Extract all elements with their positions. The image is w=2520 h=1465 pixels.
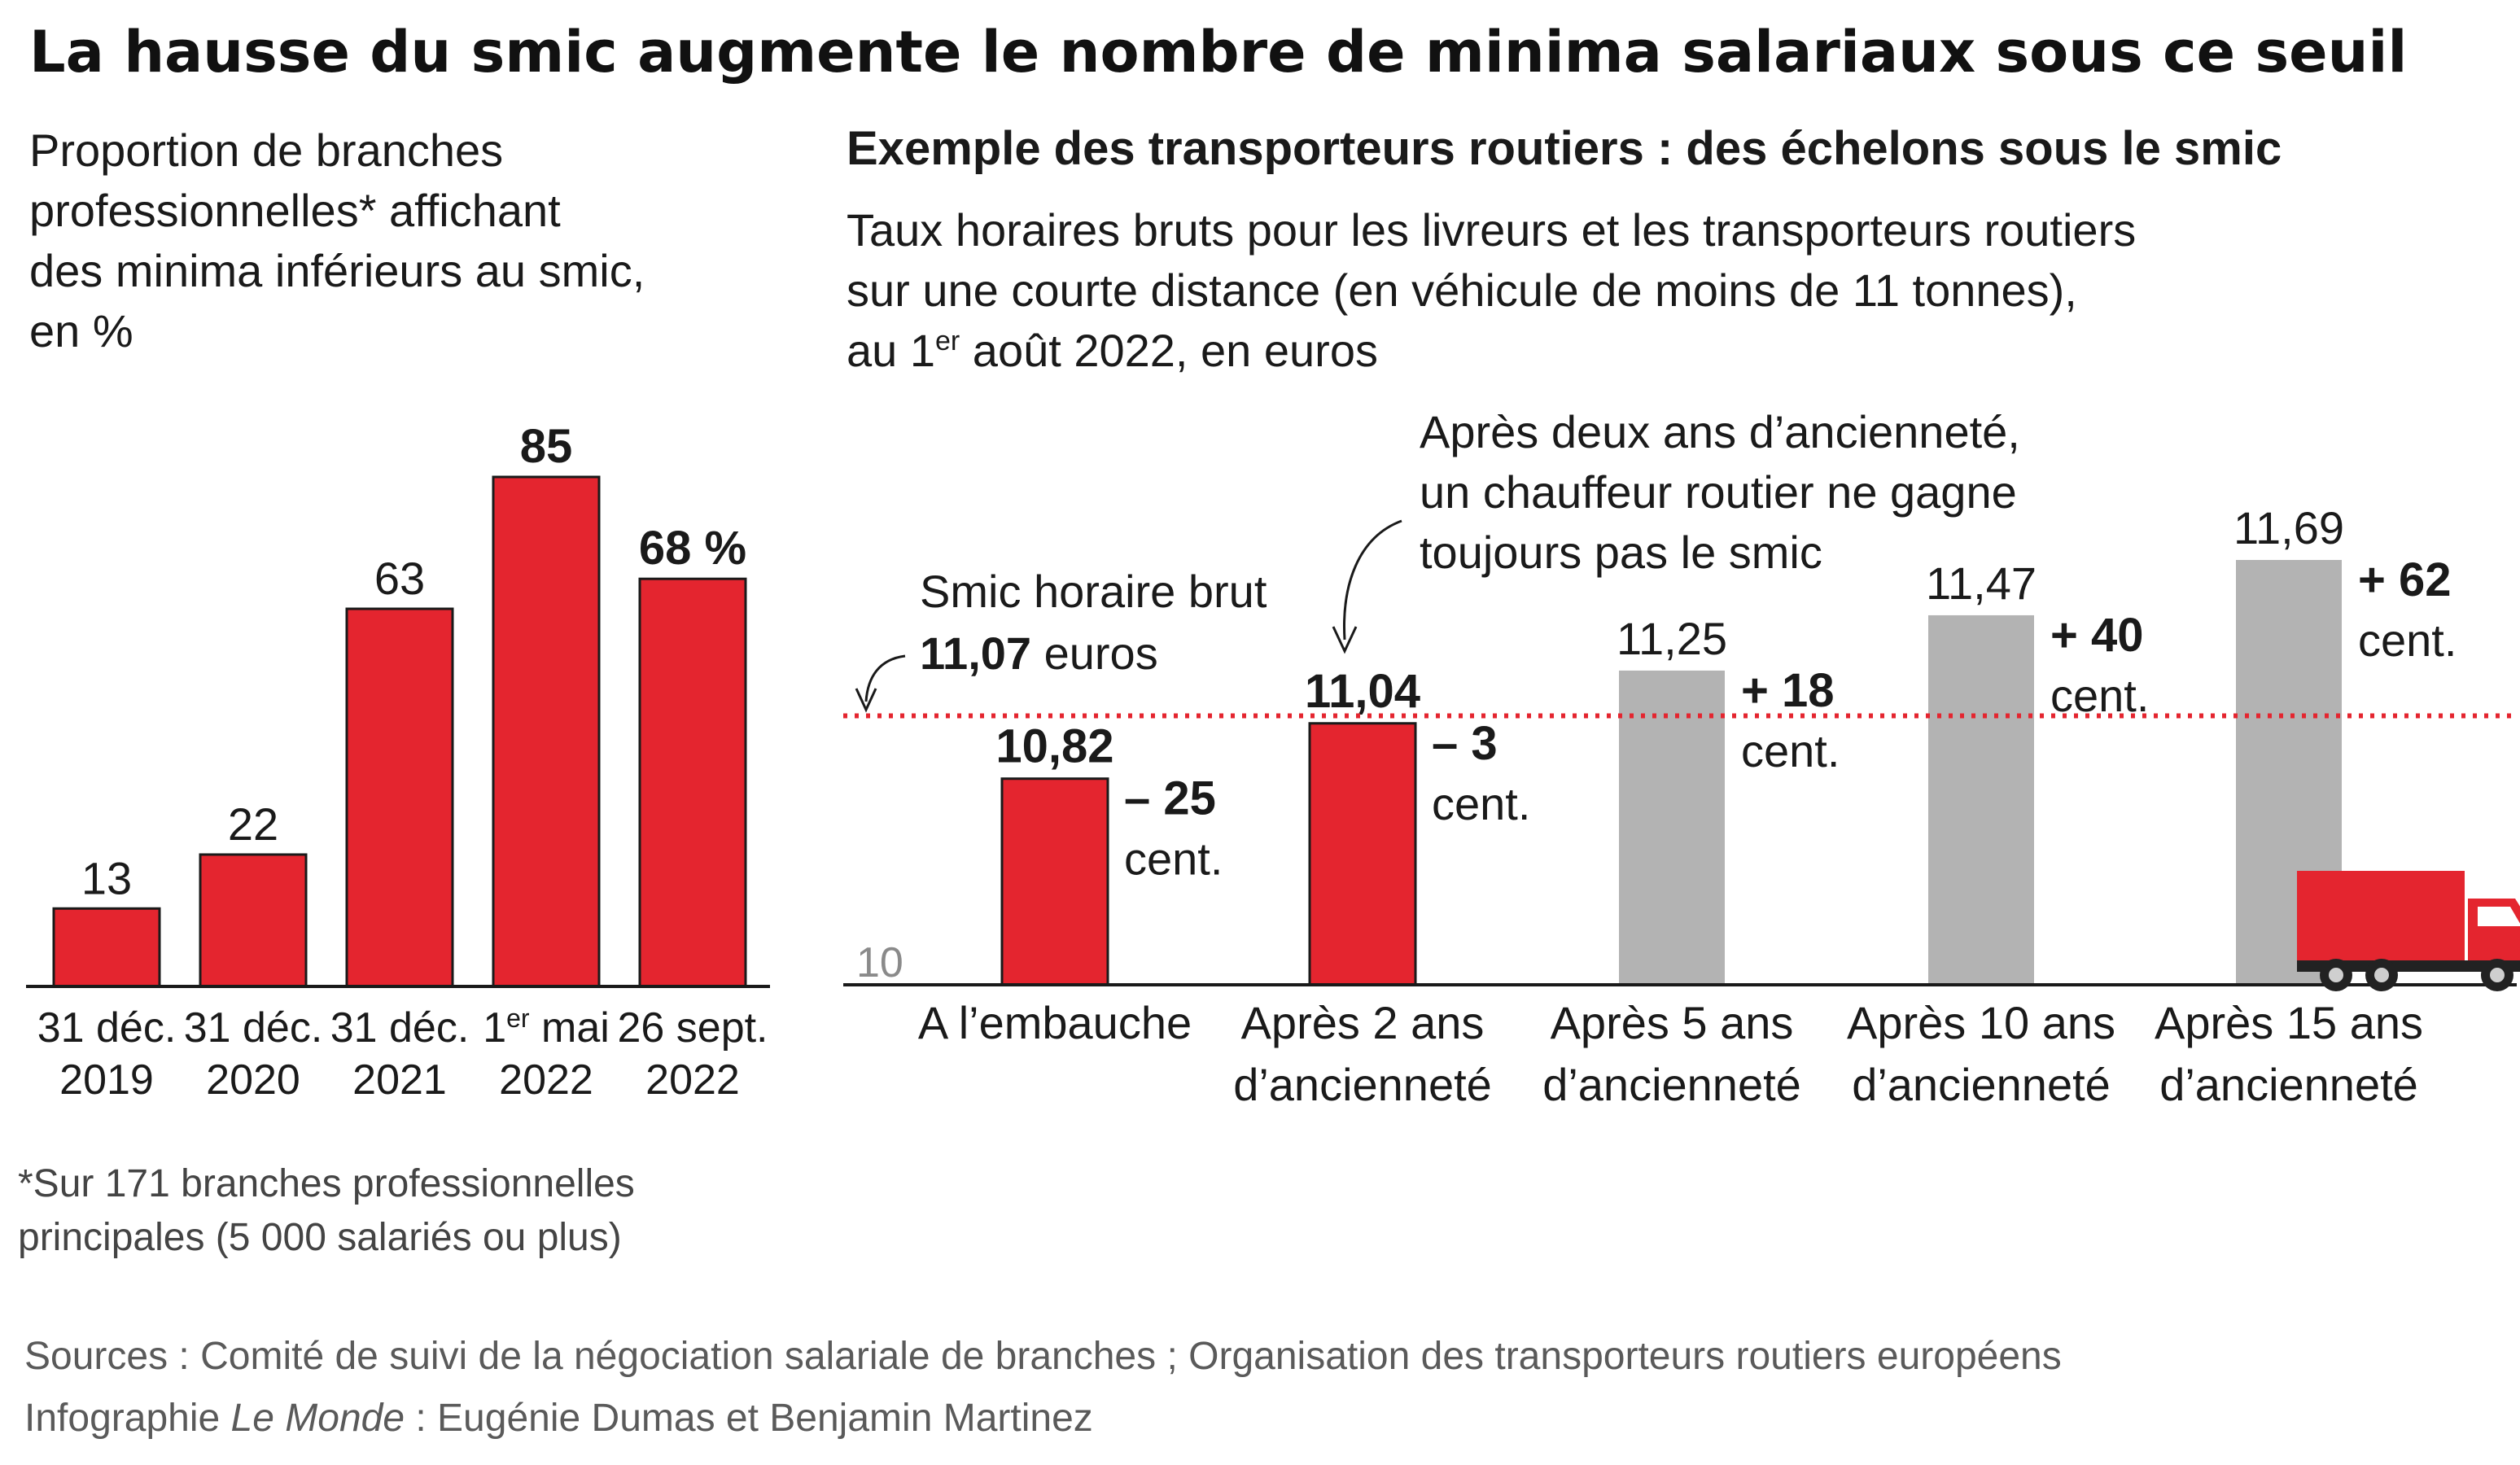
transport-chart: Exemple des transporteurs routiers : des…: [843, 122, 2520, 1110]
left-bars: 13 22 63 85 68 %: [52, 420, 747, 988]
y-axis-base-label: 10: [856, 939, 903, 986]
sources: Sources : Comité de suivi de la négociat…: [24, 1335, 2062, 1378]
annotation-line: Après deux ans d’ancienneté,: [1420, 406, 2020, 457]
diff-label: + 18: [1741, 664, 1835, 717]
right-value-label: 11,25: [1617, 613, 1727, 664]
right-x-label: Après 15 ans: [2155, 997, 2423, 1048]
main-title: La hausse du smic augmente le nombre de …: [29, 19, 2407, 85]
right-x-label: A l’embauche: [918, 997, 1192, 1048]
annotation-arrow: [1343, 519, 1402, 641]
right-x-label: d’ancienneté: [1233, 1059, 1492, 1110]
right-x-label: Après 5 ans: [1551, 997, 1794, 1048]
left-x-label: 31 déc.: [37, 1004, 177, 1052]
annotation-line: toujours pas le smic: [1420, 527, 1822, 578]
left-bar: [52, 907, 161, 988]
left-subtitle-line: Proportion de branches: [29, 125, 503, 176]
left-x-label: 31 déc.: [330, 1004, 470, 1052]
right-value-label: 10,82: [995, 720, 1113, 773]
diff-unit-label: cent.: [1741, 725, 1840, 776]
left-value-label: 68 %: [639, 522, 746, 575]
right-x-labels: A l’embauche Après 2 ans d’ancienneté Après…: [918, 997, 2423, 1110]
footnote-line: *Sur 171 branches professionnelles: [18, 1162, 635, 1205]
right-value-label: 11,69: [2233, 502, 2344, 553]
smic-arrow: [864, 654, 906, 702]
left-x-label: 2020: [206, 1056, 300, 1104]
diff-label: – 25: [1124, 772, 1216, 825]
left-x-label: 31 déc.: [184, 1004, 323, 1052]
diff-label: + 40: [2050, 609, 2144, 662]
left-subtitle-line: professionnelles* affichant: [29, 185, 561, 236]
left-x-label: 1er mai: [483, 1004, 610, 1052]
left-x-label: 2022: [499, 1056, 593, 1104]
left-subtitle-line: en %: [29, 305, 133, 356]
diff-label: + 62: [2358, 553, 2452, 606]
left-bar: [638, 577, 747, 988]
smic-value-label: 11,07 euros: [920, 628, 1158, 679]
diff-unit-label: cent.: [2358, 614, 2457, 666]
right-value-label: 11,04: [1305, 665, 1420, 718]
smic-arrowhead: [855, 688, 877, 713]
delivery-truck-icon: [2297, 871, 2520, 991]
diff-label: – 3: [1432, 717, 1498, 770]
left-x-label: 26 sept.: [617, 1004, 768, 1052]
smic-label: Smic horaire brut: [920, 566, 1267, 617]
left-value-label: 85: [520, 420, 573, 473]
right-value-label: 11,47: [1926, 558, 2037, 609]
left-x-label: 2021: [352, 1056, 447, 1104]
left-bar: [492, 475, 601, 988]
left-bar: [199, 853, 308, 988]
right-bar: [1308, 722, 1417, 986]
right-x-label: Après 10 ans: [1847, 997, 2115, 1048]
right-bars: 10,82– 25 cent. 11,04– 3 cent. 11,25 + 18 cent…: [995, 502, 2457, 986]
diff-unit-label: cent.: [2050, 670, 2149, 721]
right-bar: [1928, 614, 2034, 985]
footnote-line: principales (5 000 salariés ou plus): [18, 1216, 622, 1259]
right-x-label: d’ancienneté: [1542, 1059, 1801, 1110]
left-value-label: 22: [228, 798, 278, 850]
diff-unit-label: cent.: [1432, 778, 1530, 829]
right-subtitle-line: au 1er août 2022, en euros: [847, 325, 1378, 376]
left-x-label: 2022: [645, 1056, 740, 1104]
right-x-label: d’ancienneté: [1852, 1059, 2111, 1110]
diff-unit-label: cent.: [1124, 833, 1223, 885]
right-x-label: Après 2 ans: [1241, 997, 1485, 1048]
left-value-label: 63: [374, 553, 425, 604]
right-subtitle-line: sur une courte distance (en véhicule de …: [847, 265, 2077, 316]
annotation-arrowhead: [1332, 626, 1358, 654]
right-subtitle-line: Taux horaires bruts pour les livreurs et…: [847, 204, 2136, 256]
credit: Infographie Le Monde : Eugénie Dumas et …: [24, 1397, 1093, 1440]
annotation-line: un chauffeur routier ne gagne: [1420, 466, 2017, 518]
left-bar: [345, 607, 454, 988]
right-bar: [1000, 777, 1109, 986]
left-subtitle-line: des minima inférieurs au smic,: [29, 245, 645, 296]
right-bar: [1619, 670, 1725, 985]
left-x-label: 2019: [59, 1056, 154, 1104]
branches-chart: Proportion de branches professionnelles*…: [18, 125, 770, 1259]
right-chart-title: Exemple des transporteurs routiers : des…: [847, 122, 2282, 175]
left-value-label: 13: [81, 852, 132, 903]
right-x-label: d’ancienneté: [2159, 1059, 2418, 1110]
